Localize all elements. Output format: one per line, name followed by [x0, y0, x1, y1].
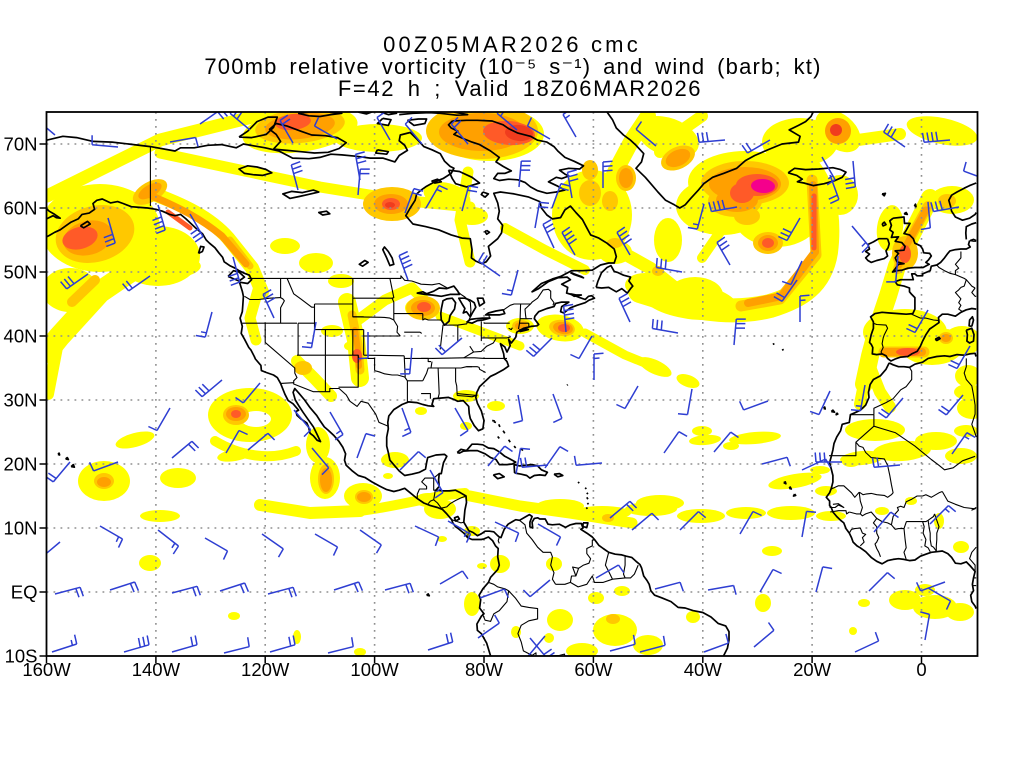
- svg-text:F=42 h ; Valid 18Z06MAR2026: F=42 h ; Valid 18Z06MAR2026: [338, 76, 702, 101]
- svg-text:0: 0: [916, 659, 926, 680]
- svg-text:10S: 10S: [5, 646, 38, 667]
- svg-text:20W: 20W: [793, 659, 832, 680]
- svg-text:00Z05MAR2026 cmc: 00Z05MAR2026 cmc: [383, 32, 641, 57]
- svg-text:140W: 140W: [132, 659, 181, 680]
- svg-text:10N: 10N: [4, 518, 38, 539]
- svg-text:160W: 160W: [22, 659, 71, 680]
- svg-text:EQ: EQ: [11, 582, 38, 603]
- svg-text:60N: 60N: [4, 198, 38, 219]
- svg-text:30N: 30N: [4, 390, 38, 411]
- svg-text:100W: 100W: [350, 659, 399, 680]
- svg-text:60W: 60W: [574, 659, 613, 680]
- svg-text:40W: 40W: [684, 659, 723, 680]
- svg-text:80W: 80W: [465, 659, 504, 680]
- svg-text:700mb relative vorticity (10⁻⁵: 700mb relative vorticity (10⁻⁵ s⁻¹) and …: [204, 54, 821, 79]
- svg-text:20N: 20N: [4, 454, 38, 475]
- svg-text:50N: 50N: [4, 262, 38, 283]
- svg-text:120W: 120W: [241, 659, 290, 680]
- svg-text:40N: 40N: [4, 326, 38, 347]
- svg-text:70N: 70N: [4, 134, 38, 155]
